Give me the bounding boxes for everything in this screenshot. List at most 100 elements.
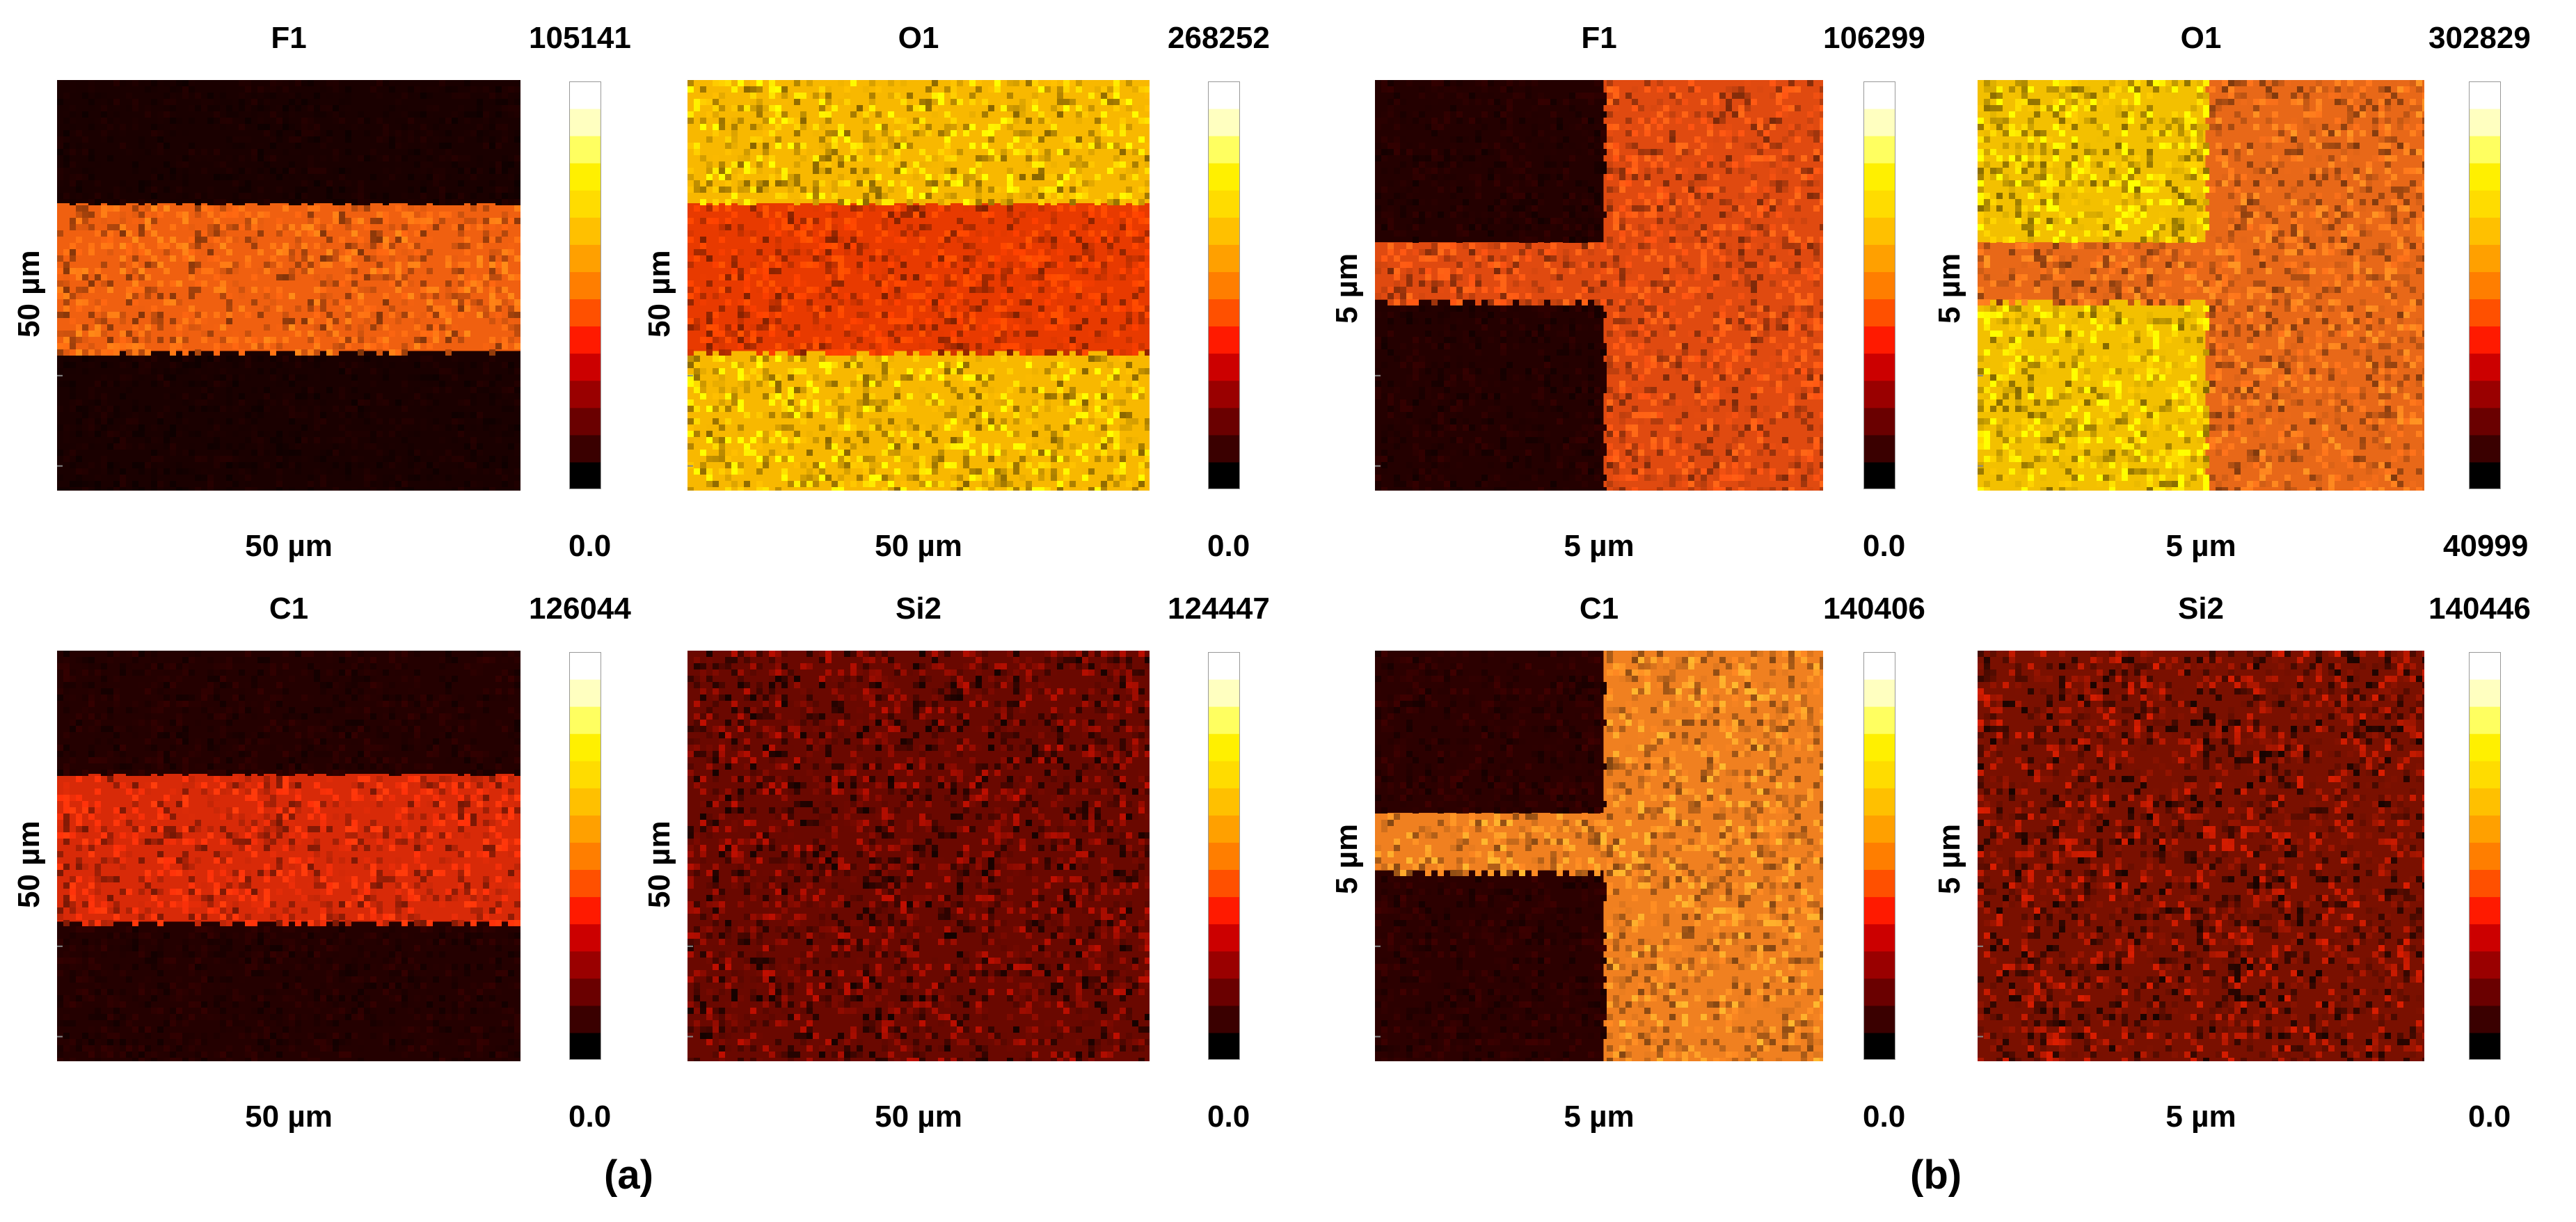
colorbar-min-label: 0.0: [569, 529, 612, 563]
colorbar-segment: [1863, 434, 1895, 463]
colorbar-segment: [1863, 299, 1895, 327]
colorbar-segment: [1208, 217, 1240, 245]
colorbar-segment: [1863, 353, 1895, 381]
map-noise: [1375, 651, 1823, 1061]
map-noise: [687, 651, 1150, 1061]
panel-title: Si2: [2177, 592, 2225, 626]
colorbar-frame: [2469, 81, 2501, 489]
x-axis-label: 50 µm: [245, 529, 333, 563]
colorbar-segment: [2469, 81, 2501, 109]
colorbar-segment: [1863, 136, 1895, 164]
colorbar-segment: [1863, 923, 1895, 952]
colorbar-segment: [569, 271, 601, 300]
colorbar-segment: [1863, 81, 1895, 109]
x-axis-label: 50 µm: [875, 529, 962, 563]
colorbar-segment: [569, 815, 601, 843]
y-axis-label: 5 µm: [1330, 823, 1364, 894]
colorbar-segment: [1208, 788, 1240, 816]
colorbar-segment: [569, 136, 601, 164]
colorbar-segment: [2469, 217, 2501, 245]
colorbar-segment: [1208, 380, 1240, 408]
colorbar-segment: [2469, 788, 2501, 816]
colorbar-segment: [2469, 706, 2501, 734]
colorbar-segment: [2469, 163, 2501, 191]
x-axis-label: 5 µm: [1564, 529, 1635, 563]
colorbar-frame: [2469, 652, 2501, 1060]
colorbar-segment: [1863, 461, 1895, 489]
colorbar-segment: [2469, 923, 2501, 952]
colorbar-segment: [2469, 244, 2501, 272]
colorbar-segment: [1208, 326, 1240, 354]
colorbar-segment: [2469, 461, 2501, 489]
colorbar: [1863, 652, 1895, 1060]
colorbar: [2469, 652, 2501, 1060]
colorbar-segment: [569, 706, 601, 734]
y-axis-label: 50 µm: [12, 820, 46, 908]
colorbar-segment: [1208, 951, 1240, 979]
colorbar-segment: [2469, 136, 2501, 164]
colorbar-min-label: 0.0: [1863, 529, 1906, 563]
x-axis-label: 5 µm: [2165, 529, 2236, 563]
y-axis-label: 50 µm: [642, 250, 676, 338]
colorbar-segment: [1208, 244, 1240, 272]
colorbar-segment: [569, 652, 601, 680]
colorbar-segment: [569, 788, 601, 816]
colorbar-min-label: 0.0: [1863, 1100, 1906, 1134]
colorbar-segment: [1863, 1005, 1895, 1033]
colorbar-max-label: 302829: [2428, 21, 2531, 55]
colorbar-segment: [1863, 407, 1895, 436]
colorbar-segment: [569, 407, 601, 436]
colorbar-segment: [1863, 244, 1895, 272]
colorbar: [569, 652, 601, 1060]
y-axis-label: 50 µm: [12, 250, 46, 338]
x-axis-label: 50 µm: [875, 1100, 962, 1134]
colorbar-segment: [1863, 271, 1895, 300]
colorbar-segment: [1863, 815, 1895, 843]
colorbar-segment: [1208, 652, 1240, 680]
colorbar-segment: [2469, 190, 2501, 218]
colorbar-segment: [1863, 1032, 1895, 1060]
panel-title: C1: [1579, 592, 1619, 626]
colorbar-segment: [1208, 136, 1240, 164]
element-map: [57, 651, 520, 1061]
y-axis-label: 5 µm: [1932, 253, 1966, 324]
colorbar-segment: [1863, 109, 1895, 136]
colorbar-segment: [2469, 761, 2501, 788]
colorbar-segment: [1208, 299, 1240, 327]
element-map: [1978, 651, 2424, 1061]
colorbar-segment: [1208, 434, 1240, 463]
element-map: [1375, 651, 1823, 1061]
panel-title: O1: [898, 21, 939, 55]
colorbar-segment: [569, 434, 601, 463]
colorbar-segment: [569, 244, 601, 272]
x-axis-label: 5 µm: [1564, 1100, 1635, 1134]
element-map: [1375, 80, 1823, 491]
colorbar-segment: [569, 81, 601, 109]
colorbar-segment: [1208, 109, 1240, 136]
panel-title: C1: [269, 592, 309, 626]
figure-label-b: (b): [1910, 1152, 1962, 1198]
colorbar-segment: [1208, 461, 1240, 489]
colorbar-segment: [1208, 1005, 1240, 1033]
colorbar-segment: [1208, 706, 1240, 734]
panel-title: Si2: [895, 592, 942, 626]
colorbar-segment: [569, 109, 601, 136]
colorbar-segment: [1208, 923, 1240, 952]
colorbar-segment: [1208, 978, 1240, 1006]
y-axis-label: 50 µm: [642, 820, 676, 908]
colorbar-segment: [1863, 896, 1895, 925]
colorbar-min-label: 0.0: [569, 1100, 612, 1134]
colorbar-segment: [1208, 271, 1240, 300]
figure-label-a: (a): [604, 1152, 653, 1198]
colorbar-segment: [569, 1032, 601, 1060]
map-noise: [1978, 651, 2424, 1061]
colorbar-segment: [1863, 842, 1895, 871]
colorbar-segment: [1863, 706, 1895, 734]
colorbar-min-label: 0.0: [2468, 1100, 2511, 1134]
colorbar-segment: [569, 951, 601, 979]
colorbar-segment: [2469, 896, 2501, 925]
colorbar-segment: [569, 326, 601, 354]
colorbar-max-label: 106299: [1823, 21, 1925, 55]
element-map: [1978, 80, 2424, 491]
colorbar-segment: [569, 299, 601, 327]
